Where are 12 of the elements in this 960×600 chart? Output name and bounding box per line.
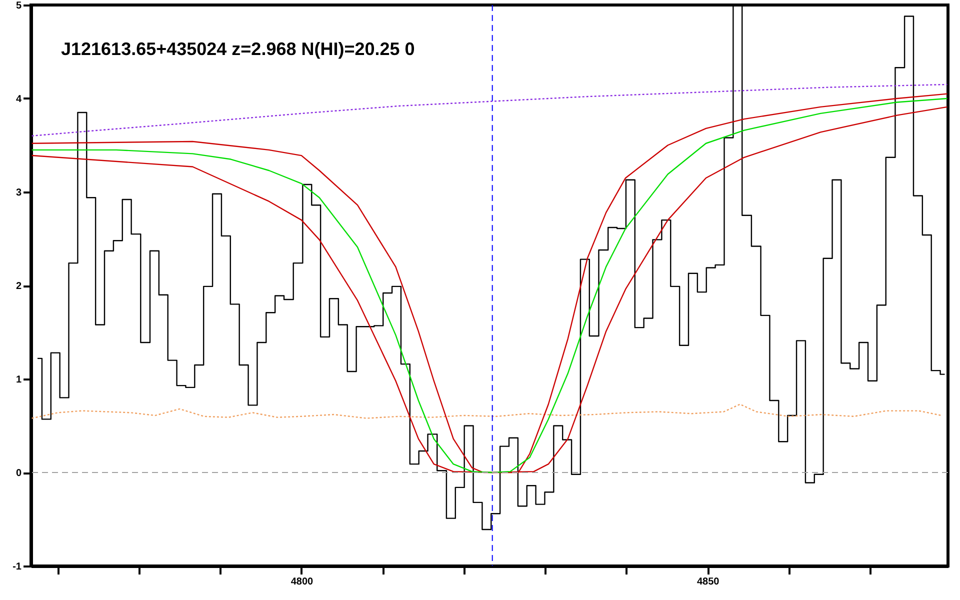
y-tick-label: 3 xyxy=(16,188,22,198)
y-tick-label: 5 xyxy=(16,0,22,12)
y-tick-label: 2 xyxy=(16,281,22,292)
x-tick-label: 4850 xyxy=(696,576,720,588)
line-series xyxy=(31,84,948,136)
y-tick-label: -1 xyxy=(12,562,22,572)
line-series xyxy=(31,404,942,419)
x-tick-label: 4800 xyxy=(290,576,314,588)
y-tick-label: 1 xyxy=(16,374,22,386)
text: J121613.65+435024 z=2.968 N(HI)=20.25 0 xyxy=(61,39,415,59)
y-tick-label: 4 xyxy=(16,94,22,105)
y-tick-label: 0 xyxy=(16,468,22,479)
